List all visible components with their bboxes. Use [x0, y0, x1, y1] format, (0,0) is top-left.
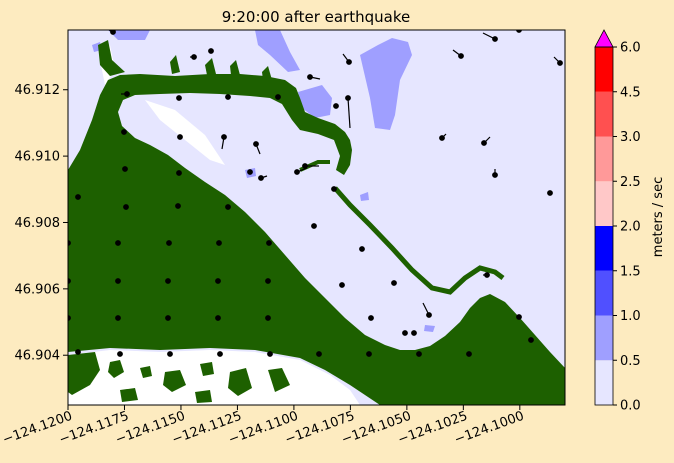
colorbar: 0.0 0.5 1.0 1.5 2.0 2.5 3.0 4.5 6.0 — [594, 29, 641, 414]
colorbar-band — [595, 181, 613, 226]
velocity-tail — [260, 175, 268, 179]
velocity-tail — [452, 49, 462, 57]
chart-title: 9:20:00 after earthquake — [222, 8, 410, 26]
colorbar-band — [595, 136, 613, 182]
velocity-tail — [255, 143, 261, 155]
plot-frame — [67, 29, 566, 406]
y-tick-label: 46.904 — [15, 349, 61, 364]
y-tick-label: 46.908 — [15, 216, 61, 231]
velocity-tail — [422, 302, 430, 316]
velocity-dot — [368, 315, 374, 321]
velocity-tail — [441, 133, 447, 139]
velocity-tail — [347, 97, 351, 129]
velocity-dot — [75, 194, 81, 200]
velocity-dot — [216, 240, 222, 246]
colorbar-label: meters / sec — [651, 177, 666, 257]
velocity-dot — [121, 129, 127, 135]
velocity-dot — [316, 351, 322, 357]
velocity-dot — [265, 278, 271, 284]
velocity-dot — [225, 94, 231, 100]
velocity-dot — [115, 315, 121, 321]
velocity-dot — [267, 351, 273, 357]
colorbar-extend-arrow — [594, 29, 614, 48]
velocity-dot — [123, 204, 129, 210]
colorbar-tick-label: 3.0 — [620, 130, 641, 145]
velocity-dot — [359, 246, 365, 252]
velocity-tail — [553, 56, 561, 64]
y-axis: 46.904 46.906 46.908 46.910 46.912 — [15, 83, 68, 364]
velocity-dot — [177, 134, 183, 140]
velocity-dot — [68, 240, 71, 246]
plot-area — [68, 30, 565, 405]
velocity-dot — [215, 315, 221, 321]
velocity-dot — [165, 315, 171, 321]
velocity-dot — [68, 278, 71, 284]
velocity-dot — [175, 203, 181, 209]
velocity-dot — [208, 48, 214, 54]
velocity-dot — [225, 204, 231, 210]
velocity-dot — [547, 190, 553, 196]
velocity-dot — [217, 351, 223, 357]
velocity-dot — [265, 315, 271, 321]
jetty-spit — [333, 186, 505, 295]
velocity-dot — [366, 351, 372, 357]
velocity-dot — [166, 240, 172, 246]
velocity-dot — [528, 337, 534, 343]
velocity-dot — [68, 315, 71, 321]
velocity-dot — [247, 169, 253, 175]
velocity-dot — [75, 349, 81, 355]
velocity-dot — [167, 351, 173, 357]
y-tick-label: 46.912 — [15, 83, 61, 98]
colorbar-tick-label: 2.5 — [620, 175, 641, 190]
velocity-dot — [311, 223, 317, 229]
velocity-dot — [466, 351, 472, 357]
colorbar-tick-label: 4.5 — [620, 85, 641, 100]
colorbar-tick-label: 0.0 — [620, 399, 641, 414]
colorbar-band — [595, 315, 613, 361]
velocity-dot — [402, 330, 408, 336]
velocity-tail — [482, 32, 496, 40]
velocity-dot — [266, 240, 272, 246]
colorbar-band — [595, 360, 613, 405]
velocity-dot — [115, 240, 121, 246]
velocity-dot — [416, 351, 422, 357]
velocity-dot — [215, 278, 221, 284]
colorbar-tick-label: 1.0 — [620, 309, 641, 324]
y-tick-label: 46.906 — [15, 282, 61, 297]
velocity-dot — [275, 94, 281, 100]
water-speed-patches — [92, 30, 435, 332]
colorbar-band — [595, 47, 613, 92]
velocity-dot — [516, 314, 522, 320]
velocity-dot — [122, 166, 128, 172]
velocity-dot — [391, 280, 397, 286]
velocity-dot — [176, 95, 182, 101]
velocity-tail — [342, 53, 350, 63]
velocity-dot — [165, 278, 171, 284]
colorbar-band — [595, 91, 613, 137]
velocity-dot — [253, 141, 259, 147]
y-tick-label: 46.910 — [15, 150, 61, 165]
velocity-tail — [309, 76, 321, 80]
land-area — [68, 40, 565, 405]
velocity-markers — [68, 30, 563, 357]
velocity-tail — [483, 136, 491, 144]
x-axis: −124.1200−124.1175−124.1150−124.1125−124… — [1, 405, 526, 448]
velocity-tail — [221, 136, 225, 150]
velocity-tail — [107, 30, 114, 33]
velocity-dot — [331, 186, 337, 192]
velocity-dot — [339, 282, 345, 288]
colorbar-tick-label: 6.0 — [620, 41, 641, 56]
velocity-dot — [176, 170, 182, 176]
velocity-dot — [117, 351, 123, 357]
colorbar-tick-label: 0.5 — [620, 354, 641, 369]
colorbar-tick-label: 2.0 — [620, 220, 641, 235]
colorbar-tick-label: 1.5 — [620, 264, 641, 279]
colorbar-band — [595, 226, 613, 271]
velocity-dot — [115, 278, 121, 284]
colorbar-band — [595, 270, 613, 316]
velocity-dot — [333, 103, 339, 109]
velocity-dot — [411, 330, 417, 336]
